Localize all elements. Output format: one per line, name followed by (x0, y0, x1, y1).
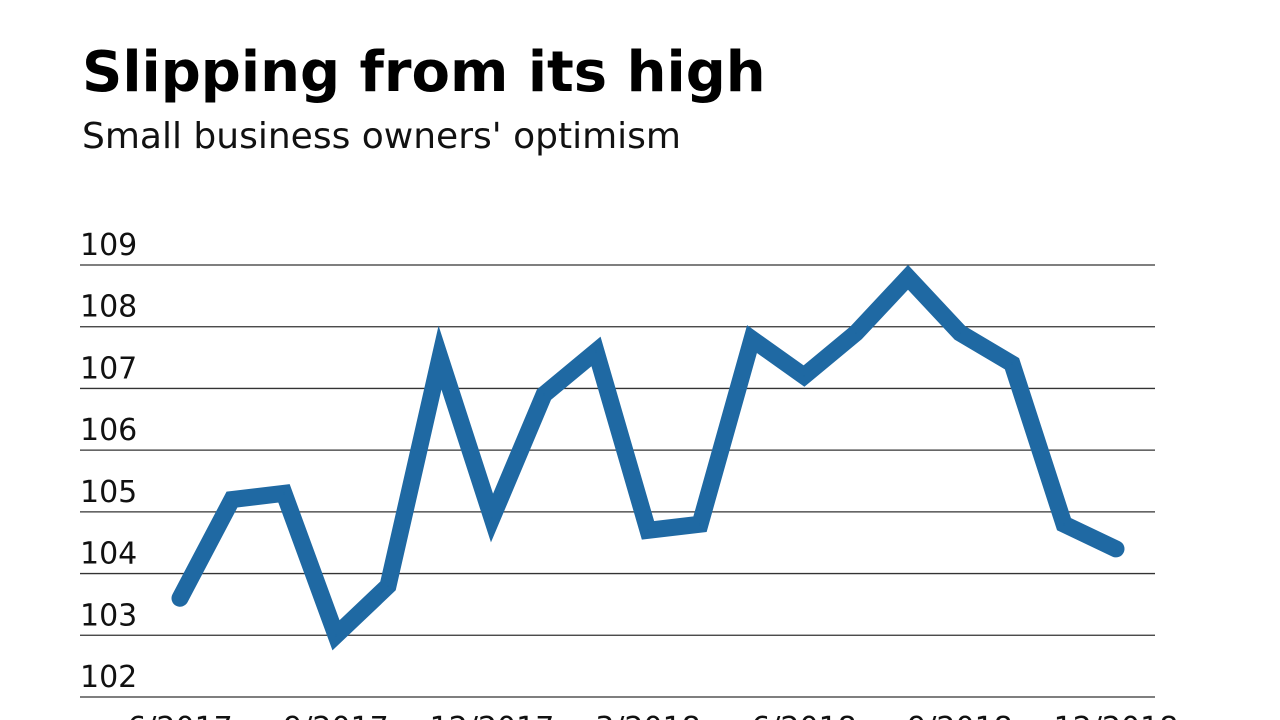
data-point (1115, 547, 1117, 550)
x-tick-label: 9/2017 (283, 711, 389, 720)
y-tick-label: 108 (80, 290, 137, 325)
data-point (491, 517, 493, 520)
data-point (1011, 362, 1013, 365)
data-point (231, 498, 233, 501)
y-tick-label: 105 (80, 475, 137, 510)
x-tick-label: 9/2018 (907, 711, 1013, 720)
x-tick-label: 6/2017 (127, 711, 233, 720)
data-point (803, 375, 805, 378)
y-tick-label: 109 (80, 228, 137, 263)
y-tick-label: 106 (80, 413, 137, 448)
y-tick-label: 104 (80, 537, 137, 572)
data-point (439, 356, 441, 359)
data-point (179, 597, 181, 600)
data-point (387, 584, 389, 587)
data-point (1063, 523, 1065, 526)
data-point (959, 331, 961, 334)
data-point (283, 492, 285, 495)
x-tick-label: 12/2017 (430, 711, 555, 720)
y-tick-label: 103 (80, 598, 137, 633)
data-point (335, 634, 337, 637)
series-line (171, 264, 1125, 651)
x-tick-label: 3/2018 (595, 711, 701, 720)
data-point (647, 529, 649, 532)
data-point (751, 338, 753, 341)
data-point (699, 523, 701, 526)
data-point (543, 393, 545, 396)
data-point (907, 276, 909, 279)
chart-subtitle: Small business owners' optimism (82, 116, 681, 157)
y-tick-label: 107 (80, 351, 137, 386)
y-tick-label: 102 (80, 660, 137, 695)
x-tick-label: 6/2018 (751, 711, 857, 720)
x-tick-label: 12/2018 (1054, 711, 1179, 720)
data-point (855, 331, 857, 334)
data-point (595, 350, 597, 353)
chart-title: Slipping from its high (82, 40, 766, 105)
